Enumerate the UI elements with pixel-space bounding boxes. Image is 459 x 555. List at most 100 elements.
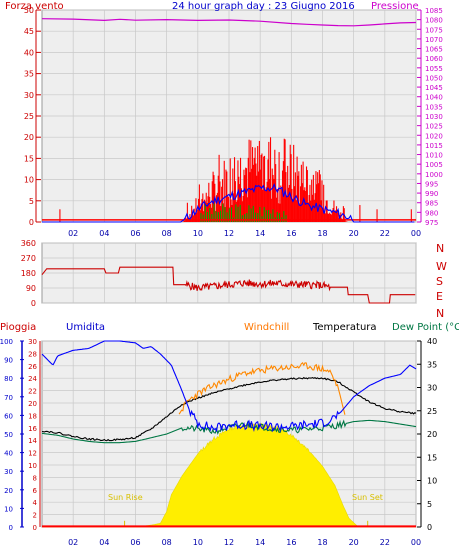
temp-tick-label: 22 (28, 388, 37, 396)
wind-tick-label: 40 (24, 48, 34, 57)
humidity-tick-label: 100 (0, 338, 13, 346)
x-tick-label: 04 (99, 229, 109, 238)
pressure-axis-label: Pressione (371, 1, 419, 12)
temp-tick-label: 24 (28, 375, 37, 383)
right-tick-label: 15 (427, 453, 437, 462)
humidity-tick-label: 40 (4, 450, 13, 458)
right-tick-label: 20 (427, 430, 437, 439)
x-tick-label: 18 (317, 538, 327, 547)
pressure-line (41, 18, 417, 27)
x-tick-label: 10 (193, 229, 203, 238)
temp-humidity-grid (42, 340, 417, 528)
pressure-tick-label: 1060 (425, 55, 443, 63)
pressure-tick-label: 1010 (425, 152, 443, 160)
right-tick-label: 10 (427, 477, 437, 486)
temp-tick-label: 12 (28, 450, 37, 458)
pressure-tick-label: 1045 (425, 84, 443, 92)
wind-tick-label: 45 (24, 27, 34, 36)
x-tick-label: 16 (286, 538, 296, 547)
humidity-tick-label: 50 (4, 431, 13, 439)
humidity-tick-label: 90 (4, 357, 13, 365)
pressure-tick-label: 1080 (425, 17, 443, 25)
wind-direction-series (41, 266, 416, 304)
compass-label: N (436, 242, 444, 255)
temp-tick-label: 28 (28, 350, 37, 358)
temp-tick-label: 30 (28, 338, 37, 346)
wind-tick-label: 30 (24, 91, 34, 100)
gust-line (42, 183, 415, 223)
direction-tick-label: 90 (26, 284, 36, 293)
right-tick-label: 40 (427, 337, 437, 346)
humidity-tick-label: 80 (4, 375, 13, 383)
humidity-tick-label: 20 (4, 487, 13, 495)
temp-tick-label: 10 (28, 462, 37, 470)
wind-pressure-x-ticks: 02 04 06 08 10 12 14 16 18 20 22 00 (68, 229, 421, 238)
right-tick-label: 30 (427, 384, 437, 393)
x-tick-label: 22 (380, 538, 390, 547)
x-tick-label: 16 (286, 229, 296, 238)
wind-tick-label: 20 (24, 133, 34, 142)
compass-label: S (436, 275, 443, 288)
legend-windchill: Windchill (244, 322, 289, 333)
pressure-tick-label: 1020 (425, 132, 443, 140)
temp-tick-label: 6 (33, 487, 38, 495)
legend-humidity: Umidita (66, 322, 105, 333)
x-tick-label: 08 (162, 538, 172, 547)
x-tick-label: 02 (68, 538, 78, 547)
pressure-tick-label: 1050 (425, 74, 443, 82)
wind-tick-label: 35 (24, 70, 34, 79)
wind-axis-label: Forza vento (5, 1, 64, 12)
direction-tick-label: 360 (21, 239, 36, 248)
pressure-tick-label: 1035 (425, 103, 443, 111)
wind-tick-label: 50 (24, 6, 34, 15)
pressure-tick-label: 1055 (425, 65, 443, 73)
direction-tick-label: 180 (21, 269, 36, 278)
x-tick-label: 20 (349, 229, 359, 238)
humidity-tick-label: 10 (4, 505, 13, 513)
temp-tick-label: 20 (28, 400, 37, 408)
x-tick-label: 04 (99, 538, 109, 547)
humidity-tick-label: 0 (9, 524, 13, 532)
pressure-tick-label: 985 (425, 200, 438, 208)
legend-temperature: Temperatura (312, 322, 377, 333)
pressure-tick-label: 1030 (425, 113, 443, 121)
wind-pressure-left-ticks: 0 5 10 15 20 25 30 35 40 45 50 (24, 6, 41, 227)
humidity-tick-label: 60 (4, 412, 13, 420)
temp-tick-label: 2 (33, 512, 37, 520)
pressure-tick-label: 1075 (425, 26, 443, 34)
x-tick-label: 12 (224, 229, 234, 238)
sunset-annotation: Sun Set (352, 493, 383, 502)
x-tick-label: 14 (255, 538, 265, 547)
wind-speed-series (59, 137, 412, 222)
temp-tick-label: 8 (33, 474, 37, 482)
x-tick-label: 14 (255, 229, 265, 238)
wind-direction-grid (42, 242, 417, 304)
x-tick-label: 22 (380, 229, 390, 238)
temp-tick-label: 0 (33, 524, 37, 532)
x-tick-label: 00 (411, 538, 421, 547)
x-tick-label: 12 (224, 538, 234, 547)
temp-tick-label: 14 (28, 437, 37, 445)
temp-tick-label: 26 (28, 363, 37, 371)
x-tick-label: 02 (68, 229, 78, 238)
wind-tick-label: 10 (24, 176, 34, 185)
wind-tick-label: 25 (24, 112, 34, 121)
pressure-tick-label: 990 (425, 190, 438, 198)
windchill-line (178, 361, 346, 415)
x-tick-label: 10 (193, 538, 203, 547)
pressure-tick-label: 1015 (425, 142, 443, 150)
temp-tick-label: 4 (33, 499, 38, 507)
pressure-tick-label: 1085 (425, 7, 443, 15)
wind-tick-label: 0 (29, 218, 34, 227)
wind-tick-label: 15 (24, 154, 34, 163)
compass-label: N (436, 307, 444, 320)
wind-direction-ticks: 0 90 180 270 360 (21, 239, 36, 308)
wind-average-series (200, 203, 287, 222)
humidity-tick-label: 30 (4, 468, 13, 476)
legend-dewpoint: Dew Point (°C (392, 322, 459, 333)
x-tick-label: 06 (130, 229, 140, 238)
temp-tick-label: 18 (28, 412, 37, 420)
pressure-tick-label: 980 (425, 209, 438, 217)
